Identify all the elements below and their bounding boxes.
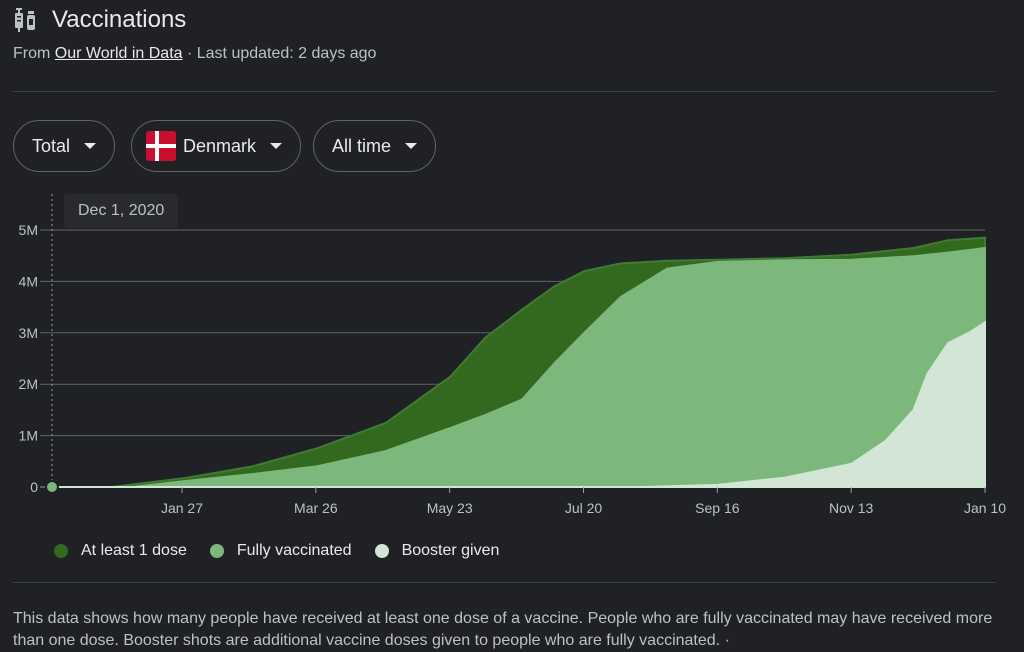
x-tick-label: Sep 16 xyxy=(695,500,740,516)
legend-swatch xyxy=(374,544,389,558)
legend-label: Fully vaccinated xyxy=(236,542,352,559)
area-booster-given xyxy=(52,320,986,488)
metric-dropdown[interactable]: Total xyxy=(13,120,116,172)
country-dropdown-label: Denmark xyxy=(183,135,257,156)
legend-label: At least 1 dose xyxy=(81,542,187,559)
legend-label: Booster given xyxy=(401,542,500,559)
dropdown-caret-icon xyxy=(405,143,418,149)
hover-date-tooltip: Dec 1, 2020 xyxy=(64,194,179,228)
dropdown-caret-icon xyxy=(270,143,283,149)
legend-swatch xyxy=(209,544,224,558)
divider xyxy=(13,91,996,92)
y-tick-label: 2M xyxy=(19,376,38,392)
legend-item-at-least-1-dose: At least 1 dose xyxy=(54,542,187,560)
x-tick-label: Jul 20 xyxy=(565,500,603,516)
vaccinations-chart[interactable]: 0 1M 2M 3M 4M 5M Jan 27 Mar 26 May 23 Jul 20 Sep 1… xyxy=(0,186,1024,526)
hover-marker xyxy=(45,480,59,494)
y-tick-label: 1M xyxy=(19,428,38,444)
x-tick-label: Mar 26 xyxy=(294,500,338,516)
time-range-dropdown[interactable]: All time xyxy=(313,120,437,172)
legend-item-booster-given: Booster given xyxy=(374,542,500,560)
chart-legend: At least 1 dose Fully vaccinated Booster… xyxy=(54,542,522,560)
legend-item-fully-vaccinated: Fully vaccinated xyxy=(209,542,352,560)
chart-footnote: This data shows how many people have rec… xyxy=(13,610,993,649)
y-tick-label: 4M xyxy=(19,273,38,289)
y-tick-label: 0 xyxy=(30,479,38,495)
metric-dropdown-label: Total xyxy=(32,135,71,156)
last-updated: · Last updated: 2 days ago xyxy=(186,45,377,62)
x-tick-label: Nov 13 xyxy=(829,500,874,516)
area-fully-vaccinated xyxy=(52,246,986,488)
vaccine-icon xyxy=(15,8,35,32)
card-header: Vaccinations xyxy=(14,6,186,34)
y-tick-label: 3M xyxy=(19,325,38,341)
card-title: Vaccinations xyxy=(52,6,187,33)
y-tick-label: 5M xyxy=(19,222,38,238)
dropdown-caret-icon xyxy=(84,143,97,149)
denmark-flag-icon xyxy=(146,131,176,161)
legend-swatch xyxy=(54,544,68,558)
x-tick-label: Jan 10 xyxy=(964,500,1006,516)
x-tick-label: Jan 27 xyxy=(161,500,203,516)
x-tick-label: May 23 xyxy=(427,500,473,516)
source-link[interactable]: Our World in Data xyxy=(54,45,183,62)
source-line: From Our World in Data · Last updated: 2… xyxy=(13,45,376,63)
divider xyxy=(13,582,996,583)
time-range-dropdown-label: All time xyxy=(332,135,392,156)
country-dropdown[interactable]: Denmark xyxy=(131,120,302,172)
source-prefix: From xyxy=(13,45,51,62)
